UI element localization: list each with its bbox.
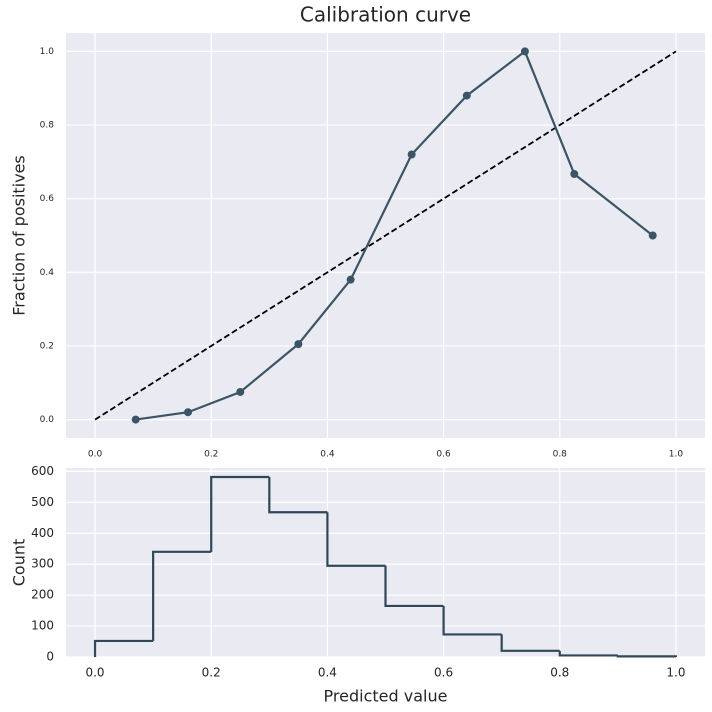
y-tick-label: 200	[31, 588, 54, 602]
point	[462, 91, 471, 100]
x-tick-label: 0.6	[436, 450, 451, 460]
y-tick-label: 0.2	[40, 341, 54, 351]
x-tick-label: 1.0	[666, 666, 685, 680]
histogram-step	[210, 475, 270, 552]
y-tick-label: 0.4	[40, 268, 55, 278]
point	[131, 415, 140, 424]
calibration-line	[135, 49, 654, 421]
histogram-step	[384, 565, 444, 608]
x-axis-label: Predicted value	[324, 687, 448, 706]
x-tick-label: 0.4	[320, 450, 335, 460]
histogram-step	[500, 634, 560, 652]
point	[236, 387, 245, 396]
point	[183, 408, 192, 417]
x-tick-label: 0.8	[553, 450, 568, 460]
x-tick-label: 0.8	[550, 666, 569, 680]
y-tick-label: 1.0	[40, 47, 55, 57]
histogram-step	[93, 639, 154, 657]
histogram-step	[326, 512, 386, 567]
x-tick-label: 0.6	[434, 666, 453, 680]
y-axis-label: Count	[10, 539, 29, 587]
point	[570, 170, 579, 179]
y-tick-label: 100	[31, 619, 54, 633]
x-tick-label: 1.0	[669, 450, 684, 460]
y-axis-label: Fraction of positives	[10, 155, 29, 316]
point	[520, 47, 529, 56]
x-tick-label: 0.4	[318, 666, 337, 680]
chart-title: Calibration curve	[300, 3, 471, 27]
y-tick-label: 400	[31, 526, 54, 540]
y-tick-label: 300	[31, 557, 54, 571]
histogram-step	[558, 650, 618, 657]
y-tick-label: 0.0	[40, 415, 55, 425]
histogram-step	[268, 476, 328, 514]
plot-area	[66, 468, 705, 657]
point	[346, 275, 355, 284]
point	[648, 231, 657, 240]
reference-line	[94, 50, 677, 421]
point	[407, 150, 416, 159]
histogram-step	[616, 655, 678, 658]
y-tick-label: 0	[46, 650, 54, 664]
x-tick-label: 0.0	[85, 666, 104, 680]
point	[294, 340, 303, 349]
x-tick-label: 0.0	[88, 450, 103, 460]
y-tick-label: 500	[31, 495, 54, 509]
histogram-step	[442, 605, 502, 636]
histogram-step	[152, 550, 212, 641]
x-tick-label: 0.2	[202, 666, 221, 680]
y-tick-label: 0.6	[40, 194, 55, 204]
x-tick-label: 0.2	[204, 450, 218, 460]
y-tick-label: 0.8	[40, 121, 55, 131]
y-tick-label: 600	[31, 464, 54, 478]
